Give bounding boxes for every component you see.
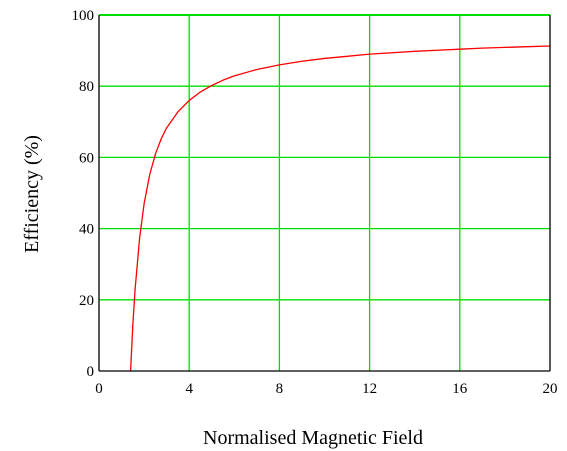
x-tick-label: 4: [185, 381, 193, 397]
y-axis-label: Efficiency (%): [21, 135, 43, 253]
y-tick-label: 20: [79, 293, 94, 309]
x-tick-label: 12: [362, 381, 377, 397]
grid-lines: [99, 14, 550, 371]
x-axis-ticks: 0 4 8 12 16 20: [95, 381, 557, 397]
x-tick-label: 20: [543, 381, 558, 397]
x-tick-label: 8: [276, 381, 284, 397]
series-layer: [129, 45, 551, 372]
x-tick-label: 0: [95, 381, 103, 397]
y-tick-label: 0: [87, 364, 95, 380]
x-tick-label: 16: [452, 381, 468, 397]
y-tick-label: 40: [79, 222, 94, 238]
y-tick-label: 100: [72, 8, 95, 24]
plot-frame: [98, 15, 551, 372]
y-tick-label: 80: [79, 79, 94, 95]
y-axis-ticks: 0 20 40 60 80 100: [72, 8, 95, 380]
x-axis-label: Normalised Magnetic Field: [203, 427, 423, 449]
efficiency-series-line: [129, 45, 551, 372]
y-tick-label: 60: [79, 150, 94, 166]
